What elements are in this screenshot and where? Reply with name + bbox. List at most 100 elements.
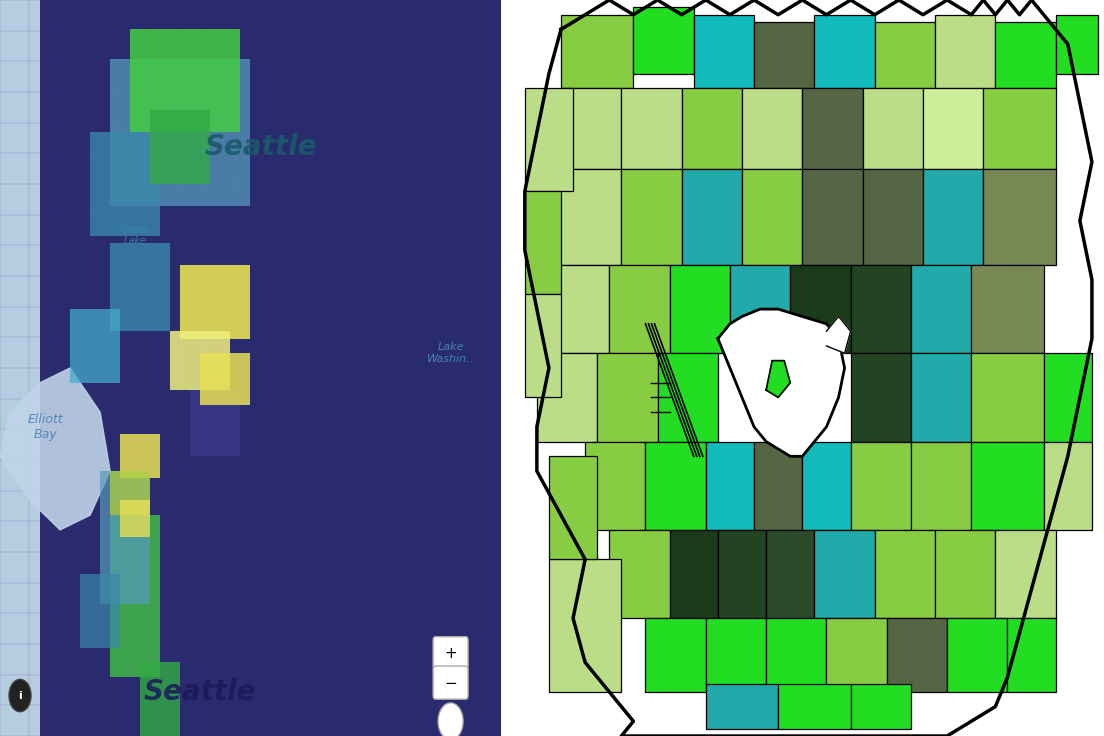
Bar bbox=[815, 15, 874, 88]
Bar bbox=[609, 265, 670, 353]
Text: −: − bbox=[444, 676, 457, 690]
Bar bbox=[524, 294, 561, 397]
Bar bbox=[622, 169, 681, 265]
Bar bbox=[693, 15, 754, 88]
Bar bbox=[1043, 442, 1092, 530]
Bar bbox=[150, 110, 210, 184]
Bar bbox=[754, 442, 803, 530]
Polygon shape bbox=[766, 361, 790, 397]
Bar bbox=[670, 265, 730, 353]
Bar bbox=[670, 530, 718, 618]
Bar bbox=[705, 684, 778, 729]
Bar bbox=[561, 88, 622, 169]
Bar bbox=[597, 353, 658, 442]
Bar bbox=[585, 442, 646, 530]
Bar bbox=[887, 618, 947, 692]
Bar bbox=[984, 88, 1055, 169]
Bar bbox=[622, 88, 681, 169]
Bar bbox=[815, 530, 874, 618]
Bar bbox=[561, 15, 634, 88]
Bar bbox=[1055, 15, 1098, 74]
Bar bbox=[850, 442, 911, 530]
Bar bbox=[646, 618, 705, 692]
Bar bbox=[730, 265, 790, 353]
Bar bbox=[549, 456, 597, 559]
Bar bbox=[549, 169, 622, 265]
Bar bbox=[140, 662, 180, 736]
Bar bbox=[190, 390, 241, 456]
Bar bbox=[874, 22, 935, 88]
Bar bbox=[110, 243, 170, 331]
Text: Green
Lake: Green Lake bbox=[120, 224, 150, 247]
Bar bbox=[935, 15, 996, 88]
Bar bbox=[81, 574, 120, 648]
Bar bbox=[862, 88, 923, 169]
Text: Seattle: Seattle bbox=[204, 133, 317, 161]
Bar bbox=[923, 169, 984, 265]
Bar bbox=[803, 169, 862, 265]
Text: Lake
Washin..: Lake Washin.. bbox=[427, 342, 474, 364]
Bar bbox=[766, 618, 827, 692]
Bar bbox=[742, 169, 803, 265]
Bar bbox=[1008, 618, 1055, 692]
Bar bbox=[778, 684, 850, 729]
Bar bbox=[634, 7, 693, 74]
Bar bbox=[646, 442, 705, 530]
Text: i: i bbox=[18, 690, 22, 701]
Bar bbox=[984, 169, 1055, 265]
Bar bbox=[850, 265, 911, 353]
Bar bbox=[790, 265, 850, 353]
Bar bbox=[827, 618, 887, 692]
Bar bbox=[923, 88, 984, 169]
Bar bbox=[549, 559, 622, 692]
Bar bbox=[110, 471, 150, 515]
Bar bbox=[972, 442, 1043, 530]
Bar bbox=[658, 353, 718, 442]
Bar bbox=[718, 530, 766, 618]
Bar bbox=[754, 22, 815, 88]
Bar bbox=[537, 353, 597, 442]
Bar bbox=[935, 530, 996, 618]
Text: Elliott
Bay: Elliott Bay bbox=[28, 413, 63, 441]
Text: +: + bbox=[444, 646, 457, 661]
Bar bbox=[972, 265, 1043, 353]
Bar bbox=[874, 530, 935, 618]
FancyBboxPatch shape bbox=[433, 666, 468, 699]
Bar bbox=[996, 530, 1055, 618]
Polygon shape bbox=[0, 368, 110, 530]
Bar bbox=[862, 169, 923, 265]
Bar bbox=[170, 331, 231, 390]
Bar bbox=[996, 22, 1055, 88]
Bar bbox=[91, 132, 160, 236]
Polygon shape bbox=[718, 309, 845, 456]
Bar bbox=[911, 265, 972, 353]
Bar bbox=[70, 309, 120, 383]
Bar bbox=[803, 442, 850, 530]
Bar bbox=[705, 618, 766, 692]
Bar bbox=[100, 471, 150, 604]
Bar bbox=[609, 530, 670, 618]
Bar bbox=[0, 0, 40, 736]
Bar bbox=[803, 88, 862, 169]
Bar bbox=[681, 88, 742, 169]
Bar bbox=[911, 442, 972, 530]
Bar bbox=[200, 353, 251, 405]
Bar bbox=[1043, 353, 1092, 442]
Polygon shape bbox=[524, 0, 1104, 736]
FancyBboxPatch shape bbox=[433, 637, 468, 670]
Bar bbox=[524, 191, 561, 294]
Bar bbox=[911, 353, 972, 442]
Bar bbox=[947, 618, 1008, 692]
Bar bbox=[251, 0, 501, 736]
Bar bbox=[705, 442, 754, 530]
Bar bbox=[110, 59, 251, 206]
Bar bbox=[537, 265, 609, 353]
Bar bbox=[766, 530, 815, 618]
Circle shape bbox=[9, 679, 31, 712]
Bar bbox=[681, 169, 742, 265]
Bar bbox=[130, 29, 241, 132]
Bar bbox=[180, 265, 251, 339]
Bar bbox=[524, 88, 573, 191]
Bar bbox=[742, 88, 803, 169]
Bar bbox=[120, 500, 150, 537]
